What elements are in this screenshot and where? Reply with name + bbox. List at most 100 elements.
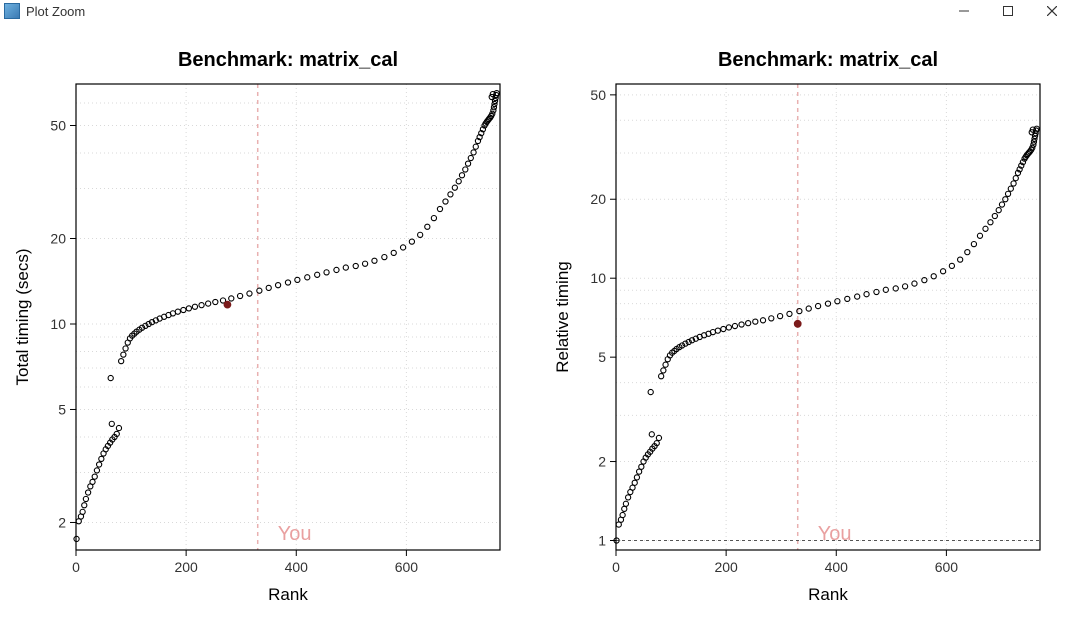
data-point [753,319,758,324]
y-tick-label: 10 [50,316,66,332]
data-point [902,284,907,289]
data-point [465,161,470,166]
data-point [456,179,461,184]
x-tick-label: 600 [935,559,959,575]
data-point [186,306,191,311]
panel-right: Benchmark: matrix_calYou0200400600125102… [553,49,1040,604]
data-point [471,150,476,155]
close-icon [1047,6,1057,16]
data-point [663,362,668,367]
y-tick-label: 50 [590,87,606,103]
data-point [777,313,782,318]
y-tick-label: 10 [590,270,606,286]
data-point [726,325,731,330]
x-tick-label: 200 [714,559,738,575]
maximize-button[interactable] [986,0,1030,22]
data-point [400,245,405,250]
data-point [448,192,453,197]
y-tick-label: 20 [50,231,66,247]
data-point [622,506,627,511]
data-point [324,270,329,275]
data-point [1011,181,1016,186]
data-point [1013,176,1018,181]
you-marker [794,320,801,327]
data-point [815,303,820,308]
data-point [999,202,1004,207]
y-tick-label: 2 [598,454,606,470]
grid [76,84,500,550]
data-point [746,321,751,326]
data-point [1008,186,1013,191]
data-point [353,263,358,268]
data-point [983,226,988,231]
data-point [97,462,102,467]
data-point [425,224,430,229]
data-point [391,250,396,255]
data-point [661,368,666,373]
data-point [992,213,997,218]
data-point [1005,191,1010,196]
data-point [382,255,387,260]
data-point [343,265,348,270]
data-point [305,275,310,280]
data-point [632,480,637,485]
data-point [760,318,765,323]
data-point [275,283,280,288]
y-tick-label: 1 [598,533,606,549]
close-button[interactable] [1030,0,1074,22]
data-point [649,432,654,437]
data-point [123,346,128,351]
data-point [175,309,180,314]
data-point [86,490,91,495]
data-point [92,474,97,479]
data-point [257,288,262,293]
data-point [721,326,726,331]
y-tick-label: 5 [598,349,606,365]
panel-left: Benchmark: matrix_calYou0200400600251020… [13,49,500,604]
data-point [806,306,811,311]
panel-border [76,84,500,550]
data-point [443,199,448,204]
data-point [855,294,860,299]
data-point [739,322,744,327]
minimize-button[interactable] [942,0,986,22]
data-point [463,167,468,172]
data-point [835,299,840,304]
data-point [893,286,898,291]
you-label: You [278,523,312,545]
data-point [372,258,377,263]
data-point [626,495,631,500]
data-point [121,352,126,357]
x-tick-label: 600 [395,559,419,575]
data-point [1003,197,1008,202]
x-tick-label: 0 [72,559,80,575]
data-point [988,220,993,225]
data-point [108,375,113,380]
maximize-icon [1003,6,1013,16]
data-point [237,293,242,298]
data-point [266,285,271,290]
data-point [199,303,204,308]
app-icon [4,3,20,19]
data-point [659,374,664,379]
data-point [206,301,211,306]
data-point [213,299,218,304]
y-axis-label: Total timing (secs) [13,249,32,386]
data-point [295,277,300,282]
data-point [971,241,976,246]
data-point [845,296,850,301]
data-point [437,206,442,211]
data-point [90,479,95,484]
data-point [468,155,473,160]
data-point [656,435,661,440]
data-point [634,475,639,480]
x-tick-label: 200 [174,559,198,575]
data-point [623,501,628,506]
data-point [409,239,414,244]
x-tick-label: 400 [825,559,849,575]
data-point [192,304,197,309]
panel-title: Benchmark: matrix_cal [178,49,398,71]
data-point [80,509,85,514]
data-point [285,280,290,285]
x-axis-label: Rank [808,585,848,604]
